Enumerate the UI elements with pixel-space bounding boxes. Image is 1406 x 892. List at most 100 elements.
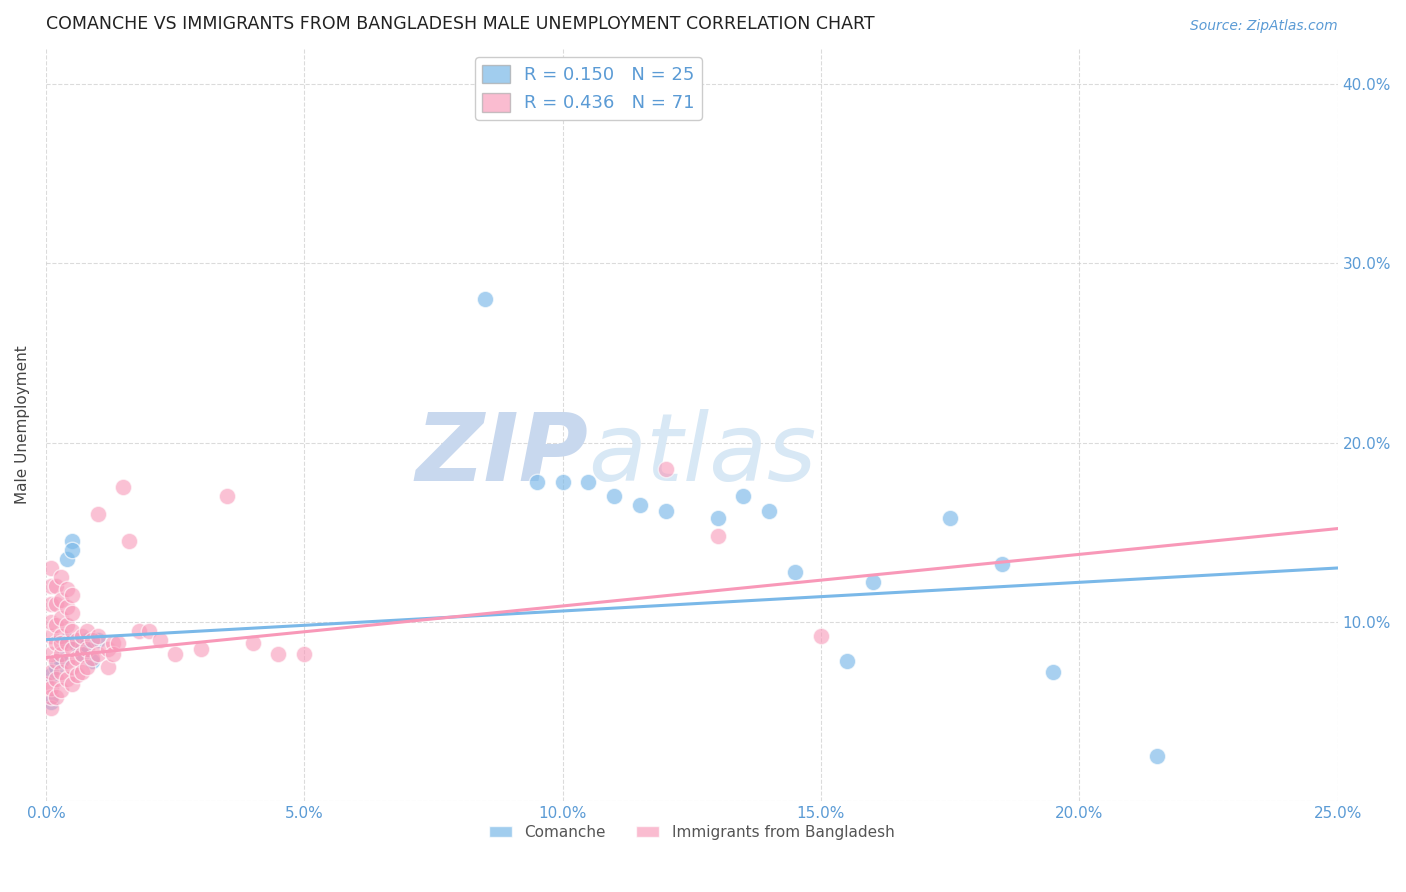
Point (60, 624, 83, 638)
Point (242, 636, 264, 650)
Point (86, 507, 108, 521)
Point (39, 665, 62, 679)
Point (55, 636, 77, 650)
Point (55, 582, 77, 597)
Point (86, 632, 108, 647)
Point (706, 511, 728, 525)
Point (66, 638, 89, 652)
Point (60, 588, 83, 602)
Point (66, 650, 89, 665)
Point (101, 647, 124, 661)
Point (107, 636, 129, 650)
Point (112, 480, 135, 494)
Point (39, 695, 62, 709)
Point (267, 647, 290, 661)
Point (51, 682, 73, 697)
Point (55, 654, 77, 668)
Point (70, 647, 93, 661)
Point (45, 618, 67, 632)
Point (97, 641, 120, 656)
Point (60, 543, 83, 558)
Point (474, 292, 496, 306)
Point (526, 475, 548, 489)
Point (97, 659, 120, 673)
Text: Source: ZipAtlas.com: Source: ZipAtlas.com (1189, 20, 1337, 33)
Point (101, 636, 124, 650)
Point (128, 624, 150, 638)
Point (190, 641, 212, 656)
Point (86, 629, 108, 643)
Point (655, 462, 678, 476)
Point (66, 668, 89, 682)
Point (39, 615, 62, 629)
Point (51, 636, 73, 650)
Text: COMANCHE VS IMMIGRANTS FROM BANGLADESH MALE UNEMPLOYMENT CORRELATION CHART: COMANCHE VS IMMIGRANTS FROM BANGLADESH M… (46, 15, 875, 33)
Point (706, 529, 728, 543)
Point (66, 632, 89, 647)
Text: ZIP: ZIP (416, 409, 589, 500)
Point (39, 700, 62, 714)
Point (1042, 665, 1064, 679)
Point (51, 665, 73, 679)
Point (292, 647, 315, 661)
Point (86, 647, 108, 661)
Point (39, 690, 62, 704)
Point (82, 632, 104, 647)
Point (51, 593, 73, 607)
Point (785, 565, 807, 579)
Point (117, 534, 139, 549)
Point (39, 668, 62, 682)
Point (45, 690, 67, 704)
Point (45, 659, 67, 673)
Point (76, 659, 98, 673)
Point (835, 654, 858, 668)
Point (60, 534, 83, 549)
Point (215, 489, 238, 503)
Point (70, 629, 93, 643)
Point (39, 681, 62, 695)
Point (70, 647, 93, 661)
Point (60, 659, 83, 673)
Point (55, 672, 77, 686)
Point (76, 638, 98, 652)
Point (60, 641, 83, 656)
Point (51, 570, 73, 584)
Point (51, 650, 73, 665)
Point (76, 632, 98, 647)
Point (862, 575, 884, 590)
Point (138, 624, 160, 638)
Point (35, 677, 58, 691)
Point (82, 650, 104, 665)
Point (70, 665, 93, 679)
Point (939, 511, 962, 525)
Point (45, 654, 67, 668)
Point (45, 597, 67, 611)
Point (45, 672, 67, 686)
Point (82, 654, 104, 668)
Point (758, 503, 780, 517)
Point (1146, 749, 1168, 764)
Point (51, 647, 73, 661)
Point (810, 629, 832, 643)
Point (60, 677, 83, 691)
Point (39, 597, 62, 611)
Point (45, 579, 67, 593)
Point (655, 503, 678, 517)
Point (51, 654, 73, 668)
Point (991, 558, 1014, 572)
Point (76, 624, 98, 638)
Point (51, 611, 73, 625)
Point (39, 579, 62, 593)
Text: atlas: atlas (589, 409, 817, 500)
Point (39, 647, 62, 661)
Point (149, 632, 172, 647)
Point (603, 489, 626, 503)
Point (733, 489, 755, 503)
Point (39, 629, 62, 643)
Point (60, 606, 83, 620)
Point (55, 552, 77, 566)
Point (578, 475, 600, 489)
Point (39, 561, 62, 575)
Point (45, 636, 67, 650)
Legend: Comanche, Immigrants from Bangladesh: Comanche, Immigrants from Bangladesh (484, 819, 900, 846)
